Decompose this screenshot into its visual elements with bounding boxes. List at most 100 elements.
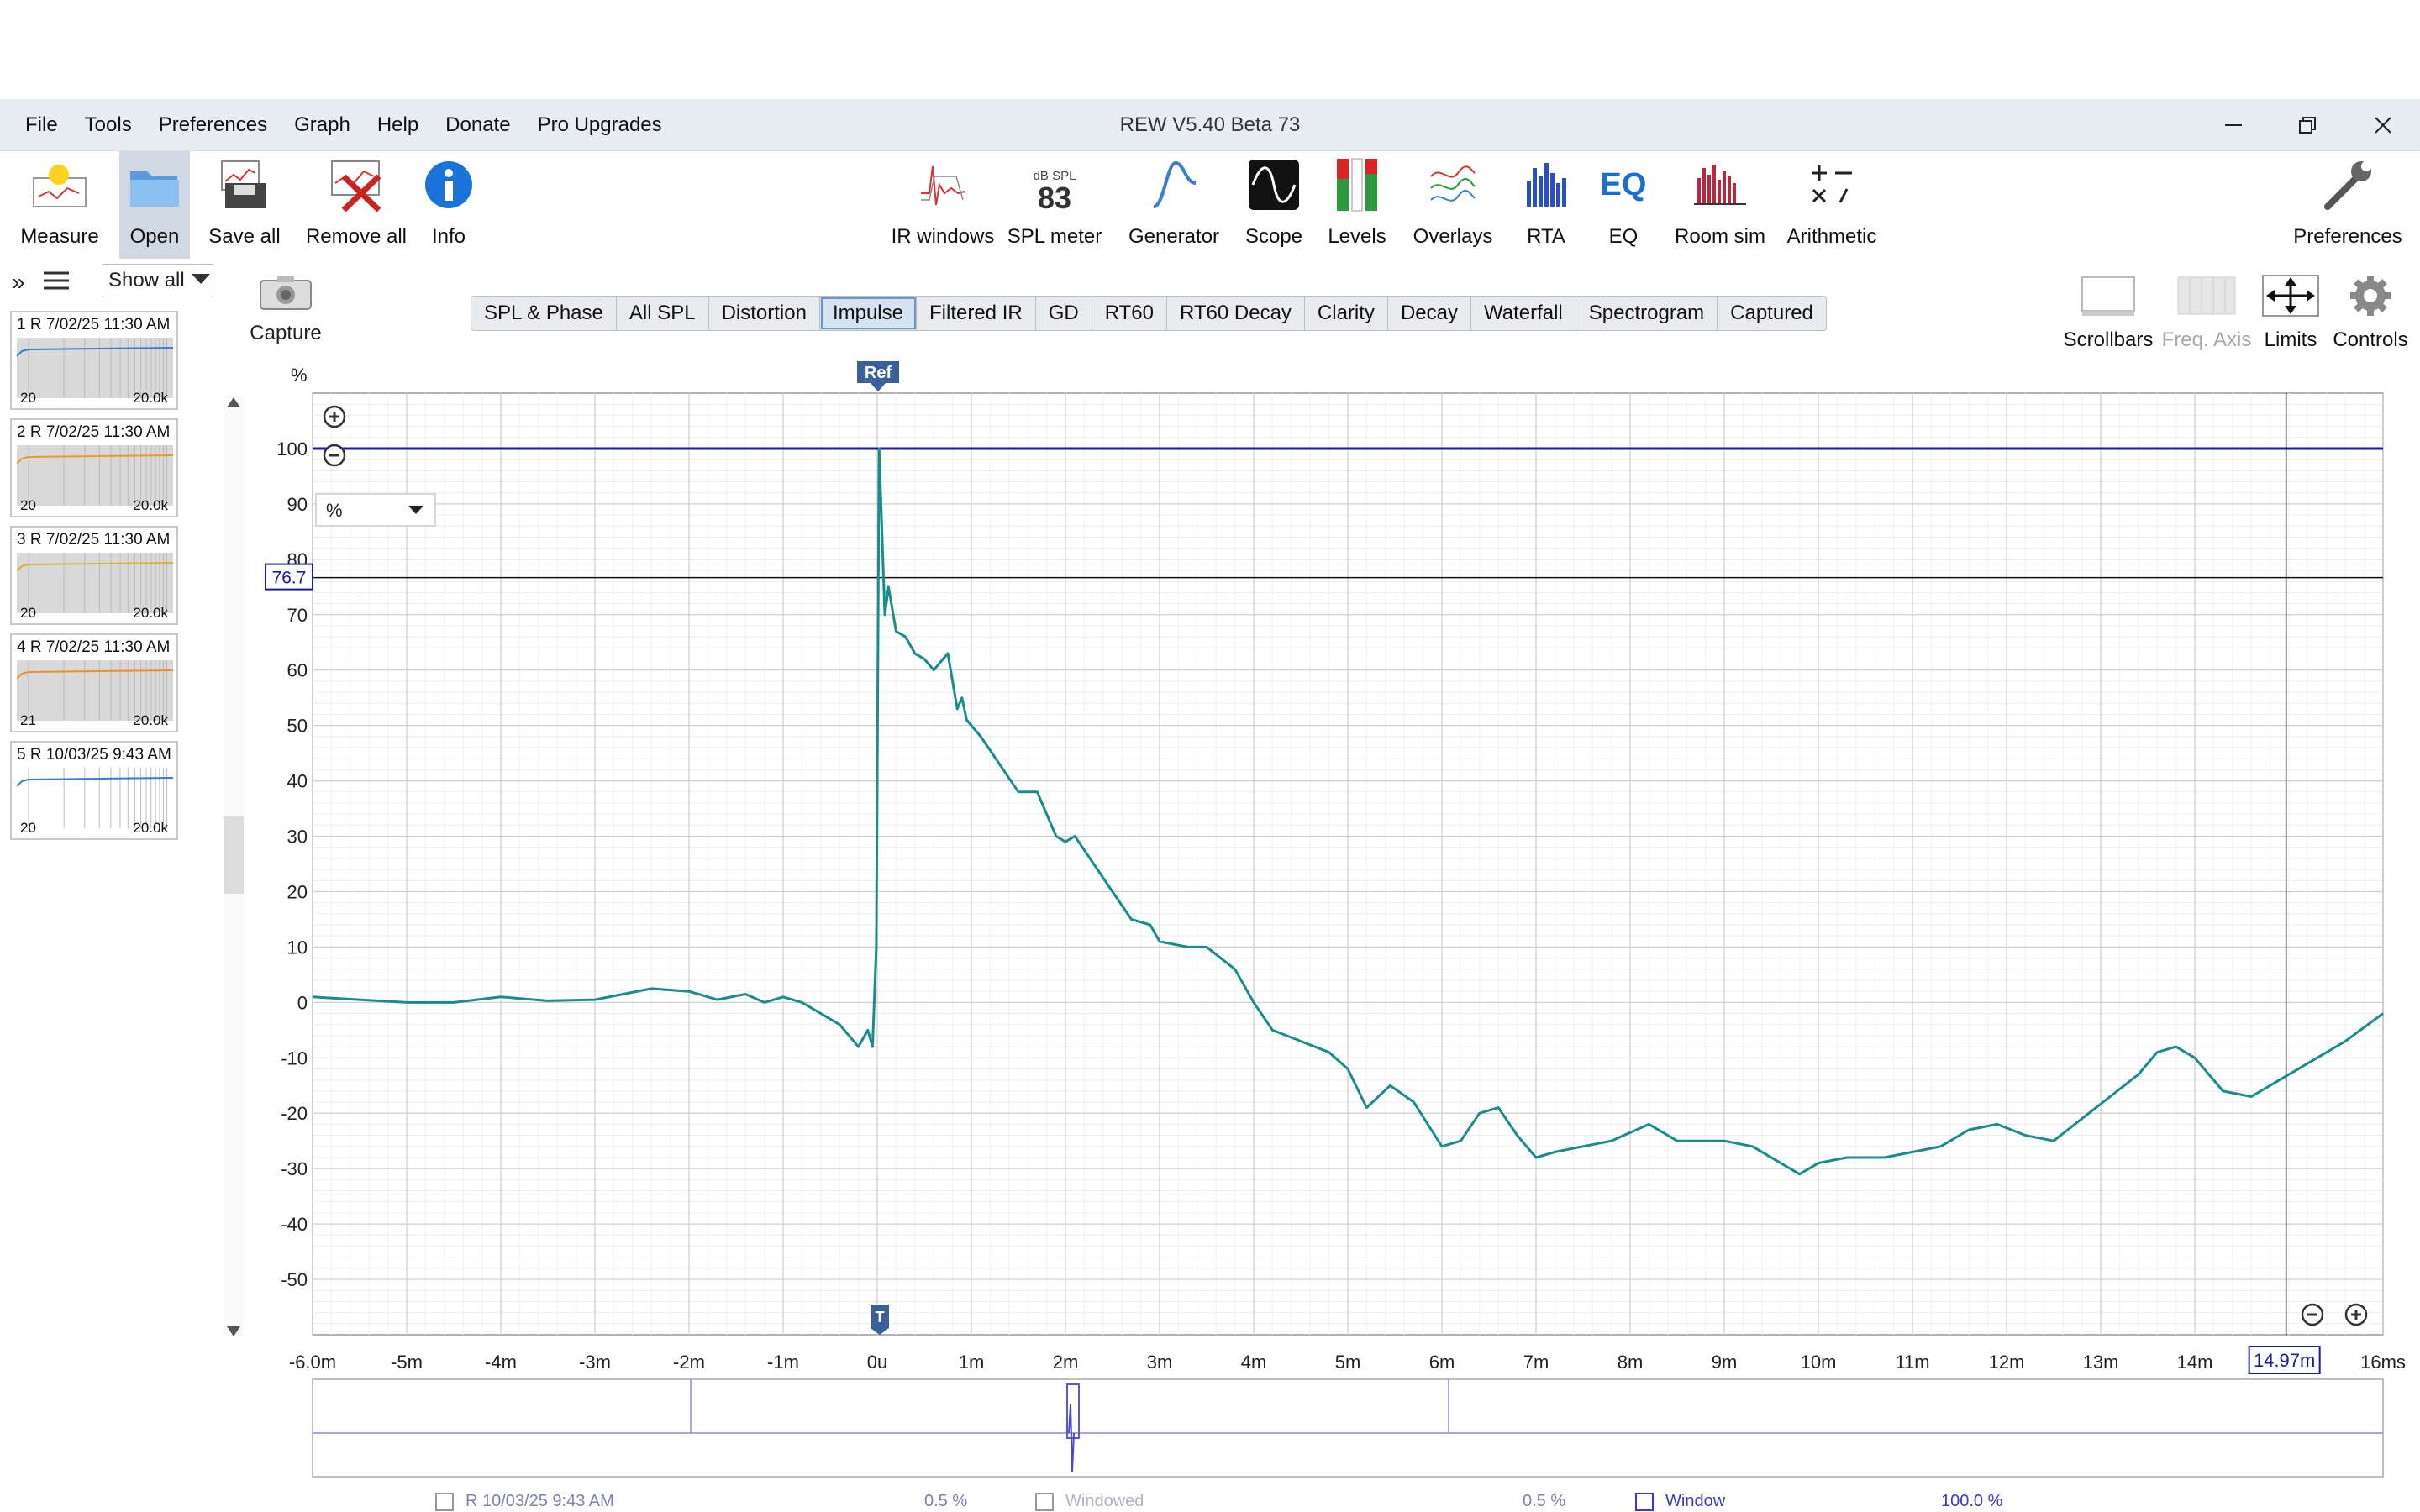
limits-button[interactable]: Limits [2257,274,2324,354]
menu-preferences[interactable]: Preferences [158,113,268,136]
tab-all-spl[interactable]: All SPL [617,297,709,330]
tab-filtered-ir[interactable]: Filtered IR [917,297,1036,330]
t-marker[interactable] [871,1305,889,1328]
tab-gd[interactable]: GD [1036,297,1092,330]
x-zoom-out-icon[interactable] [2301,1303,2324,1326]
thumbnail-trace [17,777,173,787]
impulse-response-line[interactable] [312,447,2384,1176]
menu-pro-upgrades[interactable]: Pro Upgrades [537,113,662,136]
thumbnail-trace [17,347,173,357]
open-button[interactable]: Open [119,151,190,259]
measurement-thumbnail [17,445,173,506]
minimize-icon[interactable] [2196,99,2270,151]
capture-button[interactable]: Capture [247,274,324,345]
legend-item-measurement[interactable]: R 10/03/25 9:43 AM [435,1492,614,1511]
y-zoom-in-icon[interactable] [323,405,346,428]
tab-impulse[interactable]: Impulse [819,297,917,330]
x-tick-label: 10m [1801,1352,1837,1373]
info-button[interactable]: Info [420,151,477,259]
close-icon[interactable] [2346,99,2420,151]
generator-button[interactable]: Generator [1126,151,1222,259]
tab-rt60[interactable]: RT60 [1092,297,1167,330]
measurement-thumbnail [17,660,173,721]
checkbox-checked[interactable] [1635,1492,1654,1511]
legend-value: 0.5 % [1523,1492,1566,1510]
levels-icon [1335,151,1379,218]
overlays-button[interactable]: Overlays [1405,151,1501,259]
menu-help[interactable]: Help [376,113,419,136]
measurement-item-3[interactable]: 3 R 7/02/25 11:30 AM 20 20.0k [10,526,178,625]
restore-icon[interactable] [2270,99,2344,151]
unit-select[interactable]: % [315,493,436,527]
preferences-button[interactable]: Preferences [2291,151,2405,259]
legend-item-windowed[interactable]: Windowed [1035,1492,1144,1511]
measurement-item-5[interactable]: 5 R 10/03/25 9:43 AM 20 20.0k [10,741,178,840]
rta-button[interactable]: RTA [1519,151,1573,259]
tab-captured[interactable]: Captured [1730,302,1813,324]
measurement-item-2[interactable]: 2 R 7/02/25 11:30 AM 20 20.0k [10,418,178,517]
y-tick-label: -10 [281,1047,308,1068]
show-filter-select[interactable]: Show all [103,264,213,297]
chevron-down-icon[interactable] [192,274,210,290]
scrollbars-button[interactable]: Scrollbars [2060,274,2156,354]
camera-icon [247,274,324,315]
legend-item-window[interactable]: Window [1635,1492,1725,1511]
controls-button[interactable]: Controls [2331,274,2410,354]
menu-file[interactable]: File [25,113,58,136]
remove-icon [327,151,386,218]
list-menu-icon[interactable] [43,270,69,296]
y-tick-label: 30 [287,827,308,848]
tab-clarity[interactable]: Clarity [1305,297,1388,330]
scroll-up-icon[interactable] [227,396,240,412]
ir-windows-button[interactable]: IR windows [891,151,995,259]
save-all-button[interactable]: Save all [205,151,284,259]
tab-spl-phase[interactable]: SPL & Phase [471,297,617,330]
x-tick-label: 12m [1989,1352,2025,1373]
scrollbars-icon [2079,274,2138,322]
overview-pane[interactable] [312,1378,2384,1478]
x-tick-label: 11m [1895,1352,1929,1373]
scope-button[interactable]: Scope [1240,151,1307,259]
y-zoom-out-icon[interactable] [323,444,346,467]
x-tick-label: 4m [1241,1352,1267,1373]
freq-axis-button[interactable]: Freq. Axis [2162,274,2251,354]
tab-waterfall[interactable]: Waterfall [1471,297,1576,330]
expand-panel-icon[interactable]: » [12,269,25,295]
checkbox[interactable] [435,1492,454,1511]
menu-donate[interactable]: Donate [445,113,511,136]
x-zoom-in-icon[interactable] [2344,1303,2368,1326]
levels-button[interactable]: Levels [1326,151,1388,259]
spl-meter-button[interactable]: dB SPL 83 SPL meter [1007,151,1102,259]
room-sim-icon [1694,151,1746,218]
impulse-graph[interactable]: 1009080706050403020100-10-20-30-40-50-6.… [252,356,2420,1482]
measure-button[interactable]: Measure [12,151,108,259]
arithmetic-button[interactable]: Arithmetic [1780,151,1884,259]
tab-distortion[interactable]: Distortion [709,297,820,330]
menu-tools[interactable]: Tools [84,113,132,136]
remove-all-button[interactable]: Remove all [304,151,408,259]
measurement-item-1[interactable]: 1 R 7/02/25 11:30 AM 20 20.0k [10,311,178,410]
scroll-down-icon[interactable] [227,1326,240,1341]
cursor-y-box [265,563,313,591]
x-tick-label: -3m [579,1352,611,1373]
scrollbar-thumb[interactable] [224,816,244,894]
main-toolbar: Measure Open Save all Remove all Info IR… [0,151,2420,259]
tab-rt60-decay[interactable]: RT60 Decay [1167,297,1305,330]
tab-spectrogram[interactable]: Spectrogram [1576,297,1718,330]
y-tick-label: 70 [287,605,308,626]
title-bar: REW V5.40 Beta 73 File Tools Preferences… [0,99,2420,151]
eq-button[interactable]: EQ EQ [1600,151,1647,259]
overview-legend: R 10/03/25 9:43 AM 0.5 % Windowed 0.5 % … [420,1490,2420,1512]
measurement-thumbnail [17,768,173,828]
side-panel-controls: » [12,265,69,299]
measurement-item-4[interactable]: 4 R 7/02/25 11:30 AM 21 20.0k [10,633,178,732]
checkbox[interactable] [1035,1492,1054,1511]
menu-graph[interactable]: Graph [294,113,350,136]
y-tick-label: -50 [281,1269,308,1290]
ref-marker[interactable] [857,361,899,383]
generator-icon [1149,151,1199,218]
save-icon [217,151,272,218]
tab-decay[interactable]: Decay [1388,297,1471,330]
y-tick-label: 60 [287,660,308,681]
room-sim-button[interactable]: Room sim [1672,151,1768,259]
